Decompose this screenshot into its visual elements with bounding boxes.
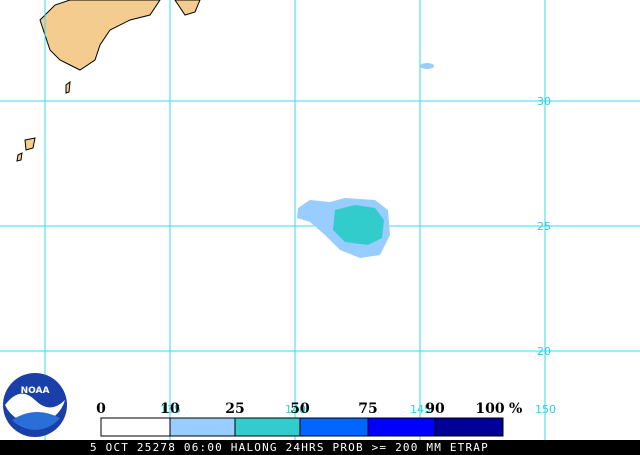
legend-label: 0 [96,401,106,417]
legend-swatch [169,417,236,437]
footer-text: 5 OCT 25278 06:00 HALONG 24HRS PROB >= 2… [90,441,489,454]
legend-swatch [234,417,301,437]
legend-swatch [434,417,504,437]
legend-label: 10 [160,401,180,417]
legend-label: 50 [290,401,310,417]
latitude-label: 30 [537,95,551,108]
legend-unit: % [509,401,522,417]
land [16,0,201,162]
longitude-label: 135 [160,403,181,416]
latitude-label: 25 [537,220,551,233]
footer-bar [0,440,640,455]
legend: 0 10 25 50 75 90 100 [96,401,505,437]
latitude-label: 20 [537,345,551,358]
noaa-logo: NOAA [3,373,67,437]
prob-speck [420,63,434,69]
longitude-label: 150 [535,403,556,416]
logo-text: NOAA [21,386,50,396]
legend-label: 75 [358,401,377,417]
legend-label: 90 [425,401,445,417]
legend-swatch [100,417,171,437]
legend-label: 25 [225,401,244,417]
longitude-label: 140 [285,403,306,416]
legend-label: 100 [475,401,504,417]
legend-swatch [299,417,369,437]
prob-area-25 [333,205,384,245]
longitude-label: 145 [410,403,431,416]
legend-swatch [367,417,436,437]
